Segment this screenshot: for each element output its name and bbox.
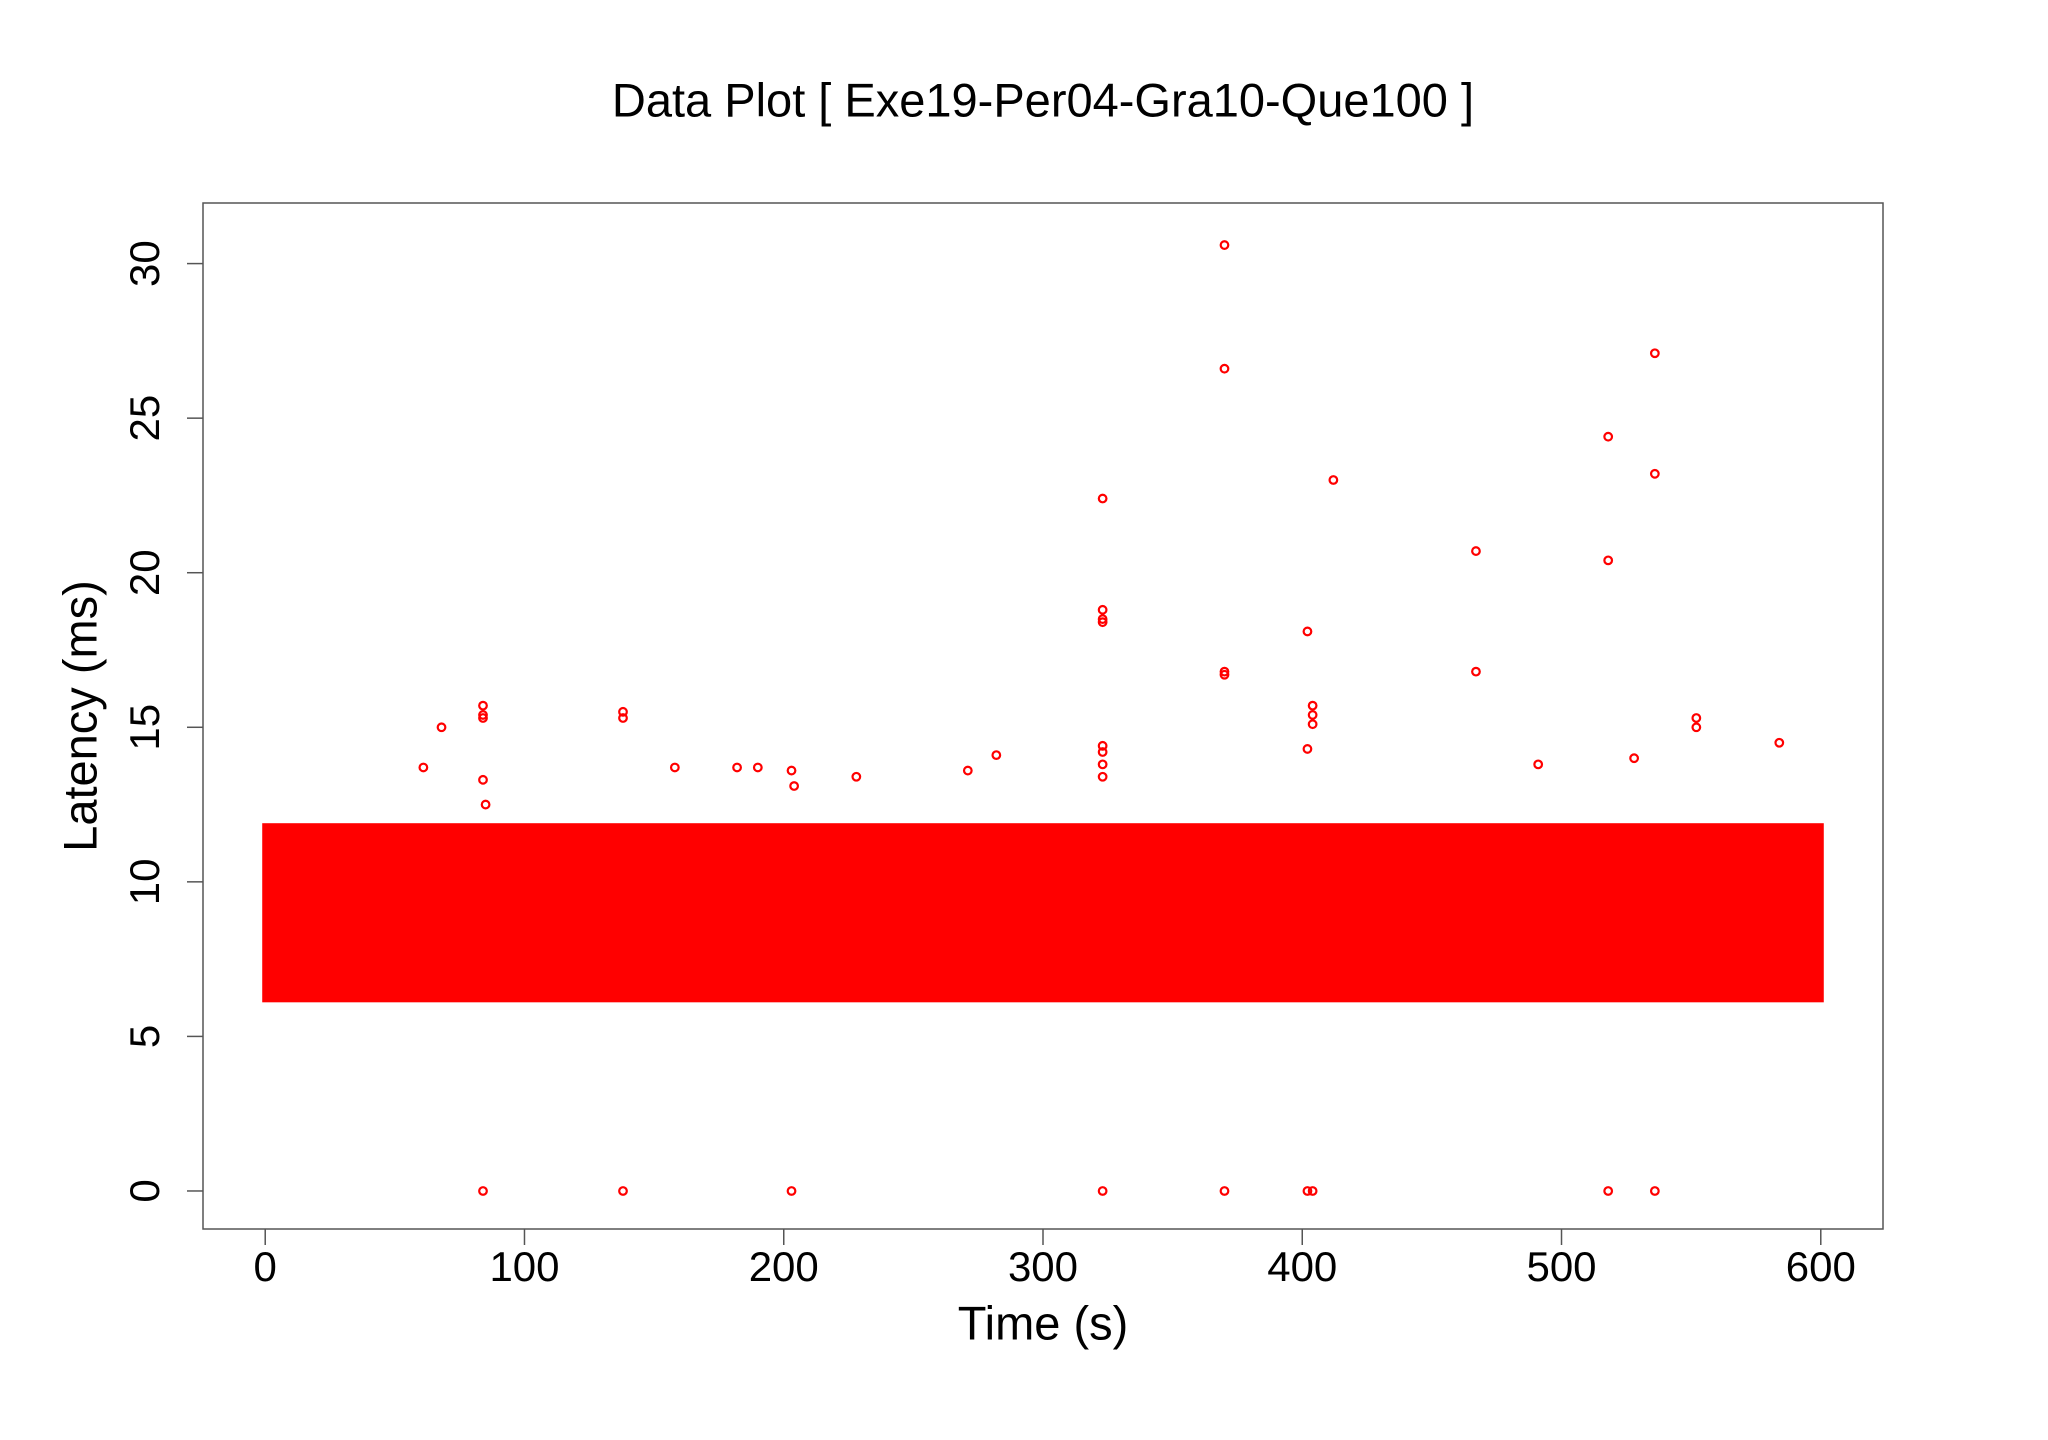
point <box>418 762 429 773</box>
point <box>618 706 628 717</box>
x-tick-label: 400 <box>1267 1243 1337 1290</box>
point <box>1603 555 1614 566</box>
point <box>1219 669 1230 680</box>
point <box>478 1186 488 1196</box>
point <box>436 722 447 733</box>
point <box>786 1186 797 1196</box>
point <box>1097 740 1108 751</box>
x-axis-label: Time (s) <box>958 1296 1129 1349</box>
x-tick-label: 300 <box>1008 1243 1078 1290</box>
x-tick-label: 200 <box>749 1243 819 1290</box>
point <box>1097 604 1108 615</box>
point <box>1328 475 1339 485</box>
point <box>1603 1186 1614 1196</box>
point <box>752 762 763 773</box>
point <box>851 771 862 782</box>
point <box>480 799 491 810</box>
y-tick-label: 10 <box>121 858 168 905</box>
point <box>789 781 800 791</box>
point <box>1533 759 1544 770</box>
x-tick-label: 500 <box>1526 1243 1596 1290</box>
point <box>786 765 797 776</box>
point <box>1307 1186 1318 1196</box>
point <box>1307 719 1318 730</box>
point <box>962 765 973 776</box>
point <box>1097 617 1108 628</box>
dense-band <box>262 823 1824 1003</box>
point <box>732 762 742 773</box>
point <box>1774 737 1785 748</box>
point <box>1097 759 1108 770</box>
point <box>618 713 628 723</box>
y-axis-label: Latency (ms) <box>53 580 106 852</box>
point <box>991 750 1002 761</box>
y-tick-label: 0 <box>121 1179 168 1202</box>
point <box>1219 240 1230 250</box>
point <box>1302 626 1313 637</box>
point <box>478 700 488 711</box>
point <box>1629 753 1640 764</box>
point <box>1219 363 1230 374</box>
y-tick-label: 25 <box>121 395 168 442</box>
point <box>1302 1186 1313 1196</box>
y-tick-label: 15 <box>121 704 168 751</box>
point <box>1649 1186 1660 1196</box>
point <box>1603 431 1614 442</box>
point <box>1471 546 1481 556</box>
point <box>1649 348 1660 359</box>
point <box>478 713 488 723</box>
point <box>1691 722 1702 733</box>
point <box>1649 468 1660 479</box>
point <box>1471 666 1481 677</box>
point <box>1097 1186 1108 1196</box>
point <box>1219 1186 1230 1196</box>
point <box>1097 771 1108 782</box>
chart-title: Data Plot [ Exe19-Per04-Gra10-Que100 ] <box>612 73 1474 126</box>
point <box>618 1186 628 1196</box>
point <box>1097 747 1108 757</box>
x-tick-label: 600 <box>1786 1243 1856 1290</box>
x-tick-label: 100 <box>489 1243 559 1290</box>
point <box>1097 493 1108 504</box>
point <box>1302 744 1313 754</box>
point <box>1307 700 1318 711</box>
y-tick-label: 20 <box>121 549 168 596</box>
point <box>478 774 488 785</box>
point <box>1307 710 1318 720</box>
x-tick-label: 0 <box>254 1243 277 1290</box>
point <box>1691 713 1702 723</box>
y-tick-label: 5 <box>121 1025 168 1048</box>
y-tick-label: 30 <box>121 240 168 287</box>
plot-frame <box>202 202 1884 1230</box>
point <box>669 762 680 773</box>
